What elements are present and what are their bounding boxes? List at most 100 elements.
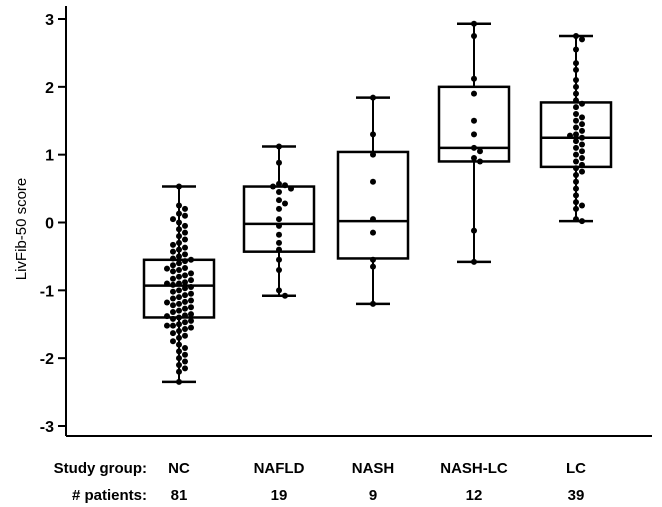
data-point <box>567 132 573 139</box>
data-point <box>176 321 182 328</box>
data-point <box>579 36 585 43</box>
boxes <box>142 22 613 384</box>
y-tick-label: 1 <box>45 148 54 165</box>
data-point <box>573 144 579 151</box>
y-tick-label: 0 <box>45 216 54 233</box>
data-point <box>276 246 282 253</box>
data-point <box>170 248 176 255</box>
data-point <box>176 300 182 307</box>
data-point <box>471 155 477 162</box>
data-point <box>471 90 477 97</box>
data-point <box>579 148 585 155</box>
data-point <box>176 361 182 368</box>
data-point <box>170 288 176 295</box>
data-point <box>276 197 282 204</box>
data-point <box>182 205 188 212</box>
data-point <box>176 266 182 273</box>
data-point <box>370 263 376 270</box>
data-point <box>188 317 194 324</box>
points-nash <box>370 94 376 307</box>
data-point <box>170 302 176 309</box>
data-point <box>471 32 477 39</box>
data-point <box>370 229 376 236</box>
data-point <box>288 185 294 192</box>
data-point <box>170 216 176 223</box>
data-point <box>176 307 182 314</box>
data-point <box>579 100 585 107</box>
y-tick-label: -3 <box>40 419 54 436</box>
data-points <box>164 20 585 385</box>
data-point <box>176 378 182 385</box>
data-point <box>188 270 194 277</box>
data-point <box>477 148 483 155</box>
study-group-row-label: Study group: <box>54 460 147 477</box>
data-point <box>182 258 188 265</box>
data-point <box>573 172 579 179</box>
box-iqr <box>336 150 410 260</box>
points-nafld <box>270 143 294 299</box>
box-nash-lc <box>437 22 511 264</box>
data-point <box>573 97 579 104</box>
data-point <box>188 290 194 297</box>
data-point <box>573 46 579 53</box>
box-iqr <box>437 85 511 163</box>
patient-count: 12 <box>466 487 483 504</box>
data-point <box>182 264 188 271</box>
data-point <box>471 258 477 265</box>
data-point <box>170 309 176 316</box>
data-point <box>182 312 188 319</box>
data-point <box>176 287 182 294</box>
data-point <box>573 165 579 172</box>
data-point <box>170 255 176 262</box>
data-point <box>573 90 579 97</box>
data-point <box>573 131 579 138</box>
data-point <box>182 229 188 236</box>
data-point <box>182 244 188 251</box>
data-point <box>182 332 188 339</box>
data-point <box>176 294 182 301</box>
data-point <box>370 216 376 223</box>
y-axis-label: LivFib-50 score <box>13 178 30 281</box>
data-point <box>170 322 176 329</box>
data-point <box>573 117 579 124</box>
data-point <box>170 262 176 269</box>
data-point <box>471 144 477 151</box>
data-point <box>170 295 176 302</box>
data-point <box>573 32 579 39</box>
data-point <box>170 330 176 337</box>
data-point <box>573 110 579 117</box>
data-point <box>176 273 182 280</box>
data-point <box>182 298 188 305</box>
data-point <box>282 182 288 189</box>
data-point <box>471 20 477 27</box>
data-point <box>573 83 579 90</box>
data-point <box>182 344 188 351</box>
data-point <box>176 219 182 226</box>
category-label: NC <box>168 460 190 477</box>
data-point <box>182 251 188 258</box>
data-point <box>170 338 176 345</box>
data-point <box>276 180 282 187</box>
data-point <box>471 227 477 234</box>
data-point <box>276 159 282 166</box>
data-point <box>182 236 188 243</box>
data-point <box>573 77 579 84</box>
data-point <box>370 131 376 138</box>
data-point <box>579 114 585 121</box>
patient-count: 81 <box>171 487 188 504</box>
data-point <box>176 253 182 260</box>
data-point <box>188 277 194 284</box>
data-point <box>170 241 176 248</box>
y-tick-label: 3 <box>45 12 54 29</box>
points-nash-lc <box>471 20 483 265</box>
data-point <box>579 155 585 162</box>
data-point <box>176 328 182 335</box>
data-point <box>573 205 579 212</box>
data-point <box>182 358 188 365</box>
patient-count: 19 <box>271 487 288 504</box>
data-point <box>170 275 176 282</box>
data-point <box>182 319 188 326</box>
data-point <box>176 210 182 217</box>
axes: 3 2 1 0 -1 -2 -3 <box>40 6 652 437</box>
